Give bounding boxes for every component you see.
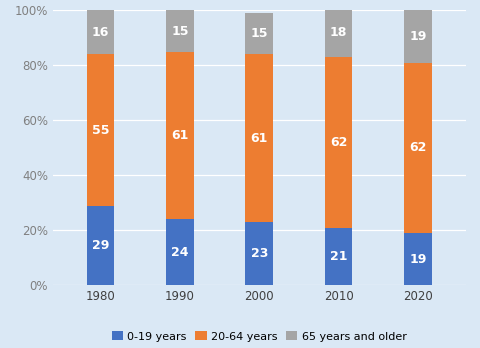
Text: 18: 18 <box>330 26 347 39</box>
Bar <box>324 57 352 228</box>
Text: 16: 16 <box>92 26 109 39</box>
Text: 15: 15 <box>171 25 189 38</box>
Text: 19: 19 <box>409 30 427 43</box>
Text: 23: 23 <box>251 247 268 260</box>
Bar <box>404 233 432 285</box>
Bar <box>404 63 432 233</box>
Bar <box>86 10 114 54</box>
Text: 19: 19 <box>409 253 427 266</box>
Text: 29: 29 <box>92 239 109 252</box>
Text: 61: 61 <box>251 132 268 145</box>
Text: 24: 24 <box>171 246 189 259</box>
Bar <box>245 222 273 285</box>
Text: 61: 61 <box>171 129 189 142</box>
Text: 15: 15 <box>251 27 268 40</box>
Text: 55: 55 <box>92 124 109 136</box>
Bar <box>324 228 352 285</box>
Bar <box>166 52 194 219</box>
Bar <box>404 10 432 63</box>
Text: 62: 62 <box>409 141 427 155</box>
Text: 62: 62 <box>330 136 347 149</box>
Bar <box>86 54 114 206</box>
Bar <box>245 54 273 222</box>
Bar <box>324 8 352 57</box>
Text: 21: 21 <box>330 250 348 263</box>
Legend: 0-19 years, 20-64 years, 65 years and older: 0-19 years, 20-64 years, 65 years and ol… <box>107 327 411 346</box>
Bar <box>245 13 273 54</box>
Bar <box>166 10 194 52</box>
Bar <box>166 219 194 285</box>
Bar <box>86 206 114 285</box>
